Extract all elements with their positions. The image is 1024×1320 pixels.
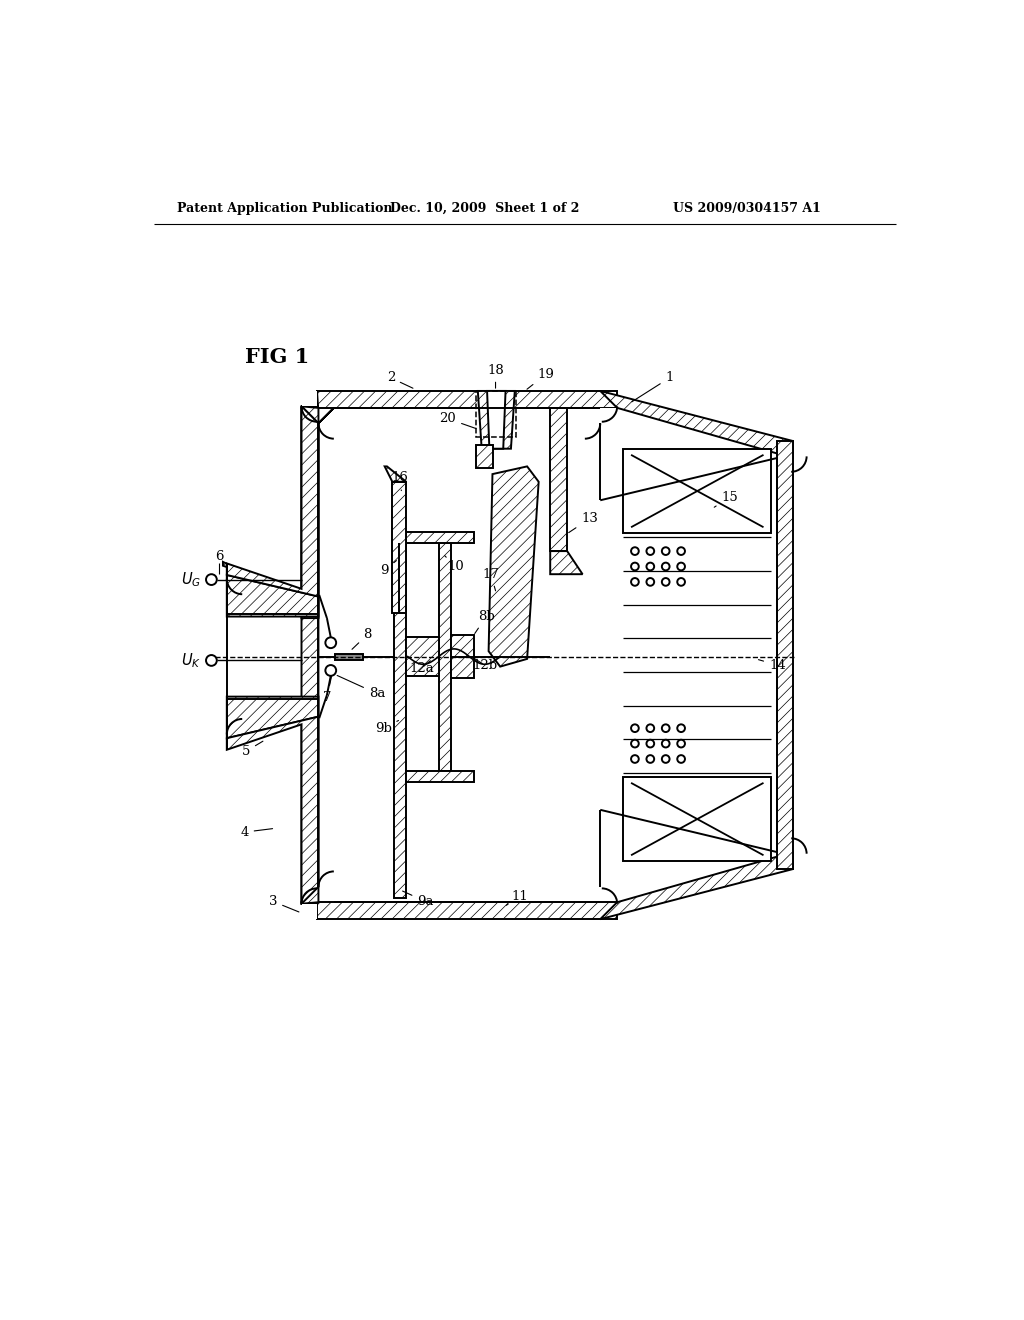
Polygon shape (301, 904, 316, 919)
Circle shape (326, 665, 336, 676)
Circle shape (677, 739, 685, 747)
Text: Dec. 10, 2009  Sheet 1 of 2: Dec. 10, 2009 Sheet 1 of 2 (390, 202, 580, 215)
Circle shape (677, 725, 685, 733)
Polygon shape (478, 391, 515, 449)
Circle shape (646, 562, 654, 570)
Circle shape (662, 578, 670, 586)
Text: 18: 18 (487, 363, 504, 388)
Circle shape (631, 578, 639, 586)
Text: 9b: 9b (375, 721, 398, 735)
Text: 7: 7 (323, 676, 332, 704)
Text: 9: 9 (380, 561, 396, 577)
Polygon shape (624, 449, 771, 533)
Polygon shape (777, 441, 793, 869)
Text: 14: 14 (759, 659, 785, 672)
Text: 9a: 9a (402, 891, 434, 908)
Polygon shape (407, 771, 474, 781)
Circle shape (677, 755, 685, 763)
Polygon shape (392, 482, 407, 612)
Circle shape (326, 638, 336, 648)
Circle shape (662, 755, 670, 763)
Polygon shape (316, 391, 617, 408)
Text: 3: 3 (268, 895, 299, 912)
Text: 16: 16 (391, 471, 409, 491)
Polygon shape (335, 653, 364, 660)
Text: 12b: 12b (472, 659, 498, 672)
Text: 5: 5 (242, 741, 263, 758)
Circle shape (206, 574, 217, 585)
Circle shape (677, 562, 685, 570)
Circle shape (677, 578, 685, 586)
Polygon shape (226, 717, 318, 904)
Circle shape (631, 739, 639, 747)
Circle shape (631, 548, 639, 554)
Text: US 2009/0304157 A1: US 2009/0304157 A1 (673, 202, 820, 215)
Bar (476, 391, 516, 437)
Polygon shape (624, 776, 771, 862)
Polygon shape (301, 903, 318, 904)
Circle shape (631, 562, 639, 570)
Polygon shape (438, 544, 451, 771)
Text: Patent Application Publication: Patent Application Publication (177, 202, 392, 215)
Text: 13: 13 (568, 512, 598, 532)
Polygon shape (488, 466, 539, 667)
Polygon shape (600, 408, 617, 424)
Polygon shape (451, 635, 474, 678)
Polygon shape (316, 903, 617, 919)
Polygon shape (226, 407, 318, 597)
Text: 2: 2 (387, 371, 413, 388)
Polygon shape (407, 532, 474, 544)
Text: 1: 1 (632, 371, 674, 401)
Text: 6: 6 (215, 550, 223, 564)
Polygon shape (476, 445, 494, 469)
Polygon shape (600, 391, 793, 458)
Polygon shape (394, 544, 407, 898)
Text: 20: 20 (439, 412, 476, 429)
Text: 11: 11 (506, 890, 527, 906)
Text: 15: 15 (714, 491, 738, 507)
Circle shape (662, 725, 670, 733)
Circle shape (662, 562, 670, 570)
Circle shape (631, 755, 639, 763)
Text: 8b: 8b (475, 610, 495, 634)
Circle shape (662, 739, 670, 747)
Text: $U_K$: $U_K$ (181, 651, 202, 669)
Polygon shape (600, 853, 793, 919)
Text: 19: 19 (527, 367, 555, 389)
Polygon shape (385, 466, 407, 482)
Circle shape (646, 578, 654, 586)
Text: 17: 17 (482, 568, 500, 591)
Polygon shape (301, 407, 318, 904)
Circle shape (206, 655, 217, 665)
Polygon shape (301, 391, 316, 407)
Polygon shape (407, 638, 438, 676)
Circle shape (662, 548, 670, 554)
Circle shape (646, 548, 654, 554)
Circle shape (646, 725, 654, 733)
Text: 10: 10 (444, 556, 464, 573)
Text: $U_G$: $U_G$ (181, 570, 202, 589)
Circle shape (646, 755, 654, 763)
Text: 12a: 12a (410, 661, 434, 675)
Text: 8: 8 (352, 628, 372, 649)
Circle shape (631, 725, 639, 733)
Text: FIG 1: FIG 1 (245, 347, 309, 367)
Circle shape (677, 548, 685, 554)
Polygon shape (550, 552, 583, 574)
Polygon shape (226, 697, 318, 738)
Polygon shape (223, 407, 334, 618)
Text: 8a: 8a (337, 676, 385, 700)
Text: 4: 4 (241, 825, 272, 838)
Polygon shape (550, 408, 567, 552)
Polygon shape (301, 407, 318, 408)
Circle shape (646, 739, 654, 747)
Polygon shape (487, 391, 506, 449)
Polygon shape (226, 576, 318, 616)
